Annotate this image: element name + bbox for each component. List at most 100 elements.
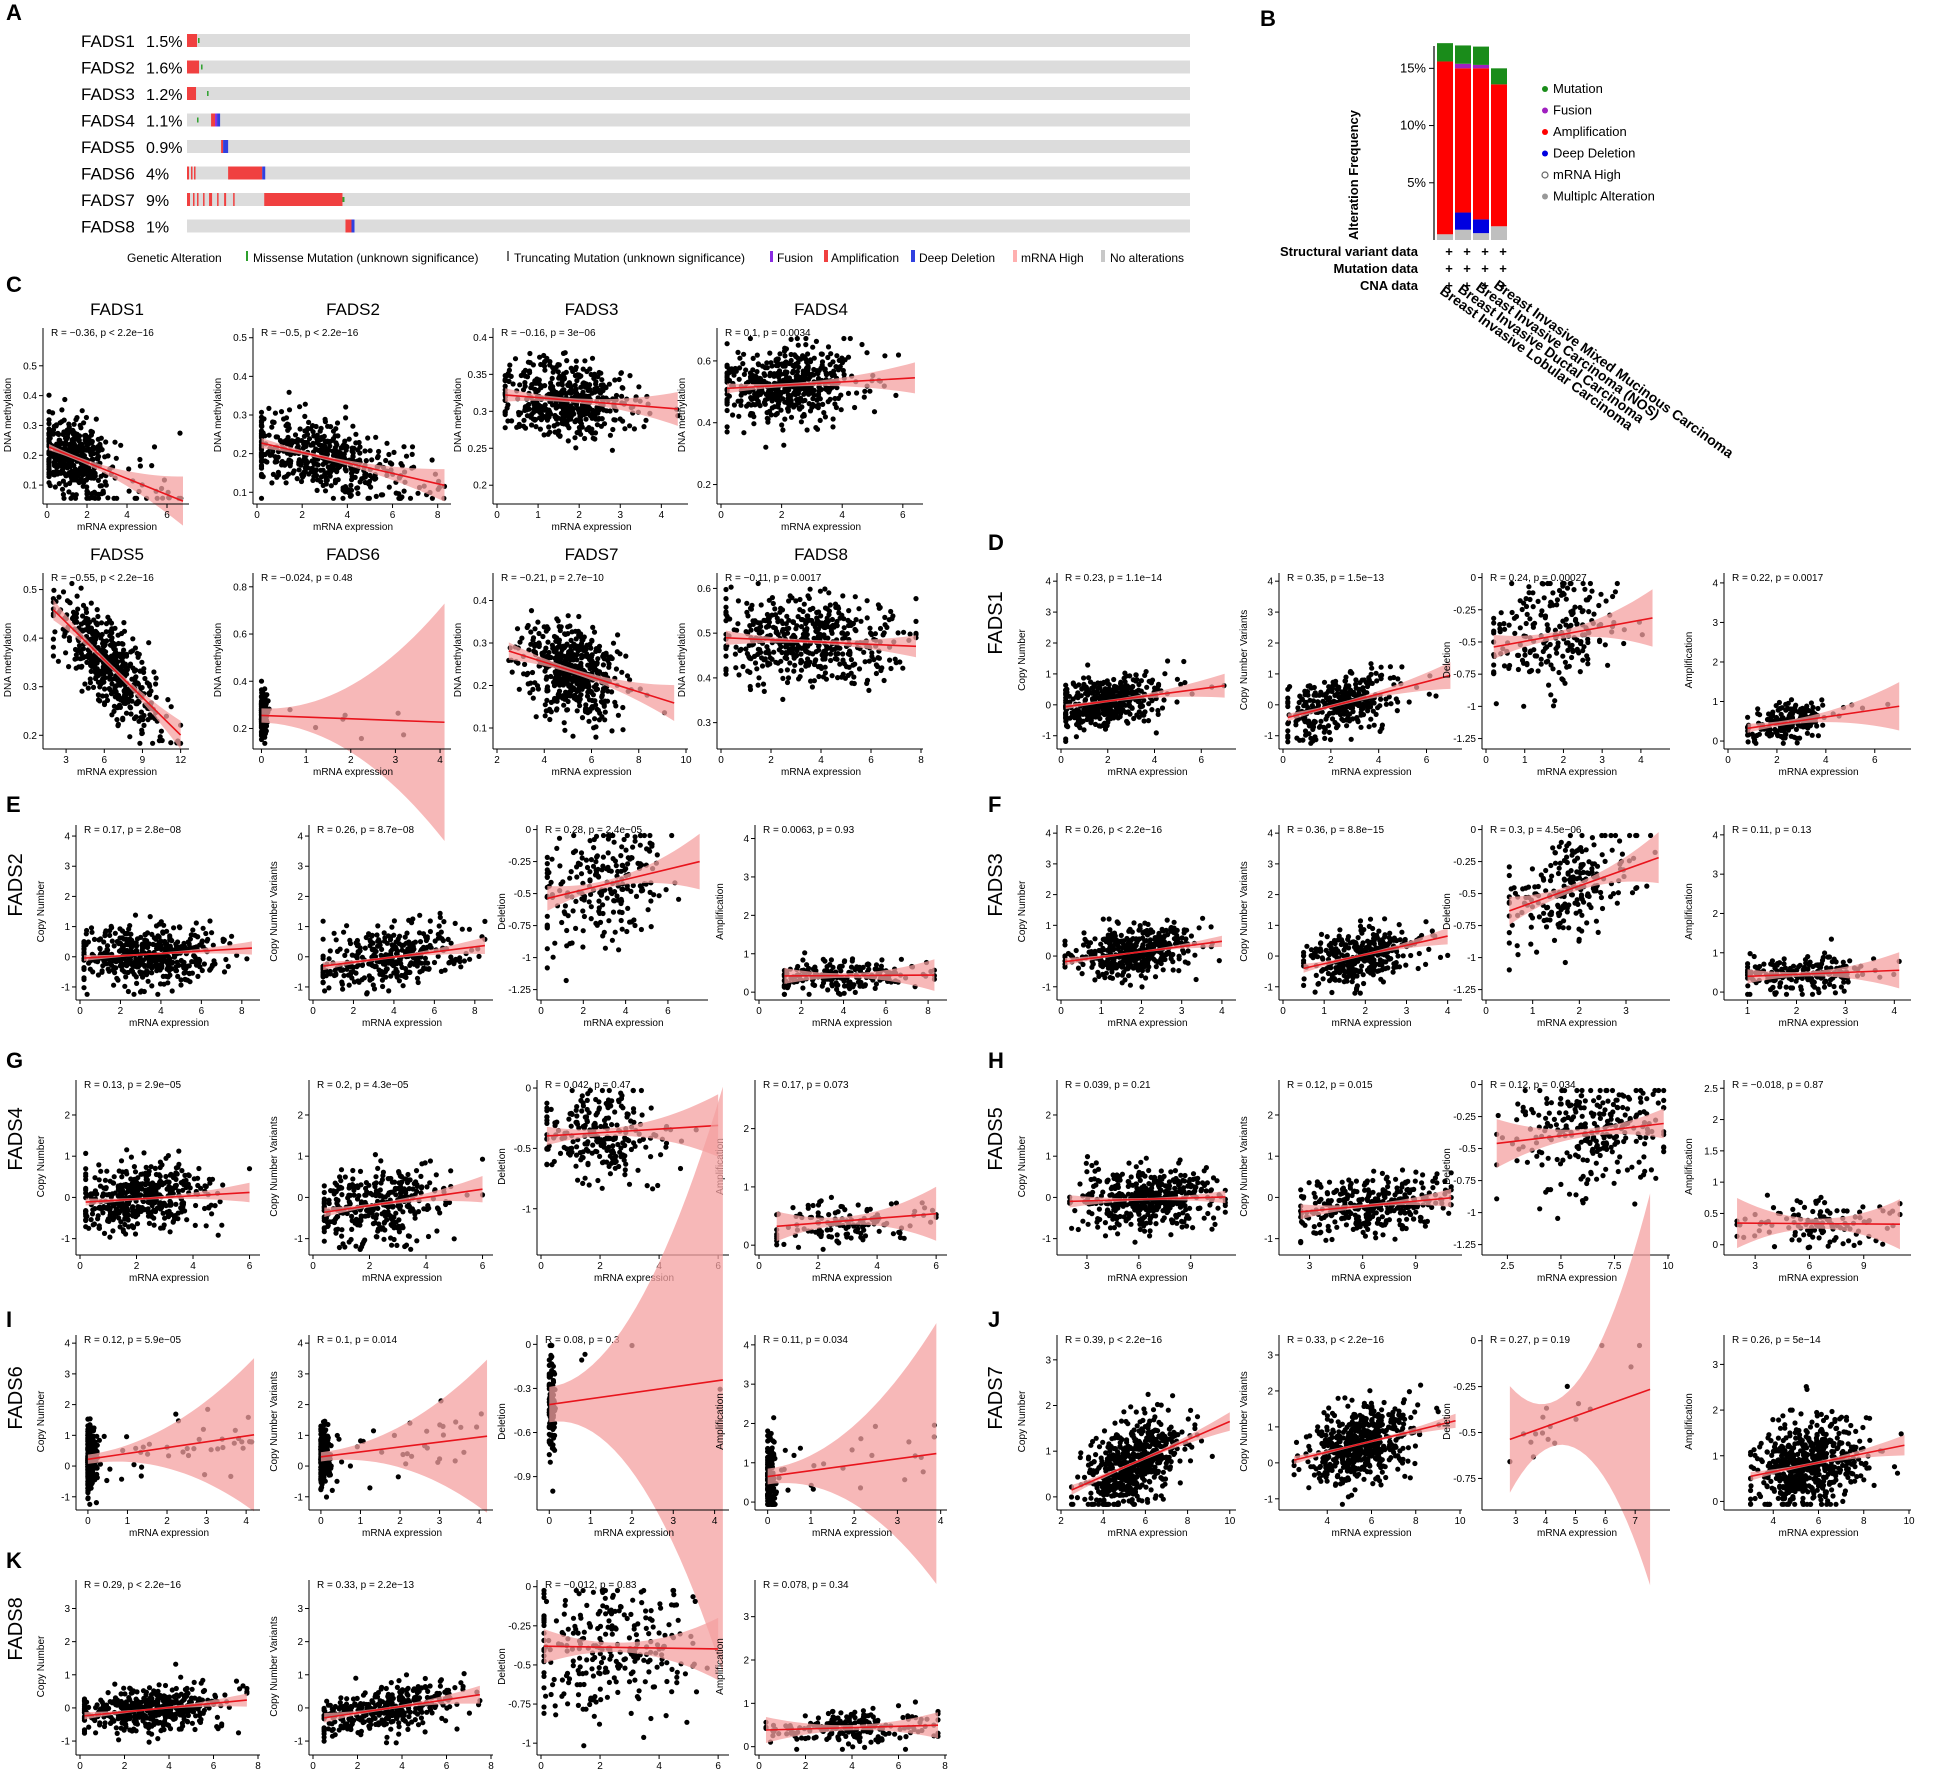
scatter-point xyxy=(75,444,81,450)
scatter-point xyxy=(67,443,73,449)
scatter-point xyxy=(1085,692,1091,698)
scatter-point xyxy=(1383,701,1389,707)
scatter-point xyxy=(1117,714,1123,720)
scatter-point xyxy=(873,670,880,677)
scatter-point xyxy=(343,415,349,421)
scatter-point xyxy=(1126,703,1132,709)
scatter-point xyxy=(314,439,320,446)
scatter-point xyxy=(62,440,68,446)
row-label-fads8: FADS8 xyxy=(5,1597,27,1660)
b-bar-segment-mutation xyxy=(1437,43,1453,62)
scatter-point xyxy=(334,442,340,448)
scatter-point xyxy=(551,649,557,655)
scatter-point xyxy=(553,707,560,713)
scatter-point xyxy=(864,598,870,604)
scatter-point xyxy=(892,656,898,662)
scatter-point xyxy=(588,660,594,666)
scatter-point xyxy=(1340,706,1346,712)
scatter-point xyxy=(512,356,519,362)
scatter-point xyxy=(332,451,338,458)
scatter-point xyxy=(367,472,373,479)
alteration-mis xyxy=(201,64,203,70)
scatter-point xyxy=(332,480,338,486)
scatter-point xyxy=(330,437,336,443)
scatter-point xyxy=(830,359,836,365)
gene-percent: 1.1% xyxy=(146,114,182,131)
scatter-point xyxy=(1580,580,1586,587)
scatter-point xyxy=(561,720,567,726)
scatter-point xyxy=(832,401,838,407)
scatter-point xyxy=(124,671,130,677)
scatter-point xyxy=(51,587,57,593)
scatter-point xyxy=(827,602,833,608)
scatter-point xyxy=(571,687,577,693)
alteration-del xyxy=(217,113,221,127)
alteration-mis xyxy=(207,91,209,96)
scatter-point xyxy=(258,409,265,415)
scatter-point xyxy=(387,460,393,466)
panel-label-e: E xyxy=(6,792,21,817)
scatter-point xyxy=(541,352,547,359)
scatter-point xyxy=(1371,700,1377,706)
scatter-point xyxy=(80,483,86,489)
scatter-point xyxy=(330,495,336,501)
scatter-point xyxy=(576,428,583,434)
scatter-point xyxy=(56,594,62,600)
x-axis-title: mRNA expression xyxy=(781,522,861,533)
scatter-point xyxy=(58,455,64,461)
scatter-point xyxy=(547,409,553,415)
scatter-point xyxy=(747,686,754,693)
scatter-point xyxy=(1426,691,1432,697)
scatter-point xyxy=(50,644,57,650)
scatter-point xyxy=(505,418,511,424)
x-tick-label: 4 xyxy=(541,755,547,766)
scatter-point xyxy=(262,699,268,706)
scatter-point xyxy=(1132,690,1139,697)
row-label-fads5: FADS5 xyxy=(985,1107,1007,1170)
scatter-point xyxy=(813,338,820,344)
x-tick-label: 0 xyxy=(1280,755,1286,766)
scatter-point xyxy=(95,697,102,703)
scatter-point xyxy=(75,606,81,612)
panel-label-j: J xyxy=(988,1307,1000,1332)
legend-none-swatch xyxy=(1101,250,1105,262)
scatter-point xyxy=(586,425,592,431)
gene-percent: 1% xyxy=(146,220,169,237)
scatter-point xyxy=(66,664,72,670)
y-tick-label: 0.3 xyxy=(23,421,37,432)
scatter-point xyxy=(1089,685,1095,691)
scatter-point xyxy=(265,449,271,455)
scatter-point xyxy=(1311,684,1317,691)
scatter-point xyxy=(741,351,747,357)
scatter-point xyxy=(407,495,414,501)
scatter-point xyxy=(1350,709,1356,715)
scatter-point xyxy=(900,665,906,671)
panel-label-f: F xyxy=(988,792,1001,817)
scatter-point xyxy=(83,606,89,612)
y-axis-title: Copy Number Variants xyxy=(1239,610,1250,710)
scatter-point xyxy=(582,435,588,442)
scatter-point xyxy=(63,650,69,656)
scatter-point xyxy=(888,665,894,672)
scatter-point xyxy=(627,423,633,429)
scatter-point xyxy=(877,625,884,632)
scatter-title: FADS8 xyxy=(794,545,848,564)
scatter-point xyxy=(875,655,881,661)
scatter-point xyxy=(259,724,265,730)
scatter-point xyxy=(96,447,102,453)
scatter-point xyxy=(542,359,548,365)
scatter-point xyxy=(353,431,359,437)
scatter-point xyxy=(881,630,887,636)
scatter-point xyxy=(266,405,272,411)
scatter-point xyxy=(113,656,119,662)
b-row-label: Structural variant data xyxy=(1280,244,1419,259)
scatter-point xyxy=(600,671,606,678)
scatter-point xyxy=(852,626,858,633)
scatter-point xyxy=(354,485,360,491)
scatter-point xyxy=(355,490,361,497)
scatter-point xyxy=(1104,678,1110,684)
scatter-point xyxy=(291,468,297,474)
scatter-point xyxy=(286,425,292,431)
scatter-point xyxy=(1327,737,1334,743)
